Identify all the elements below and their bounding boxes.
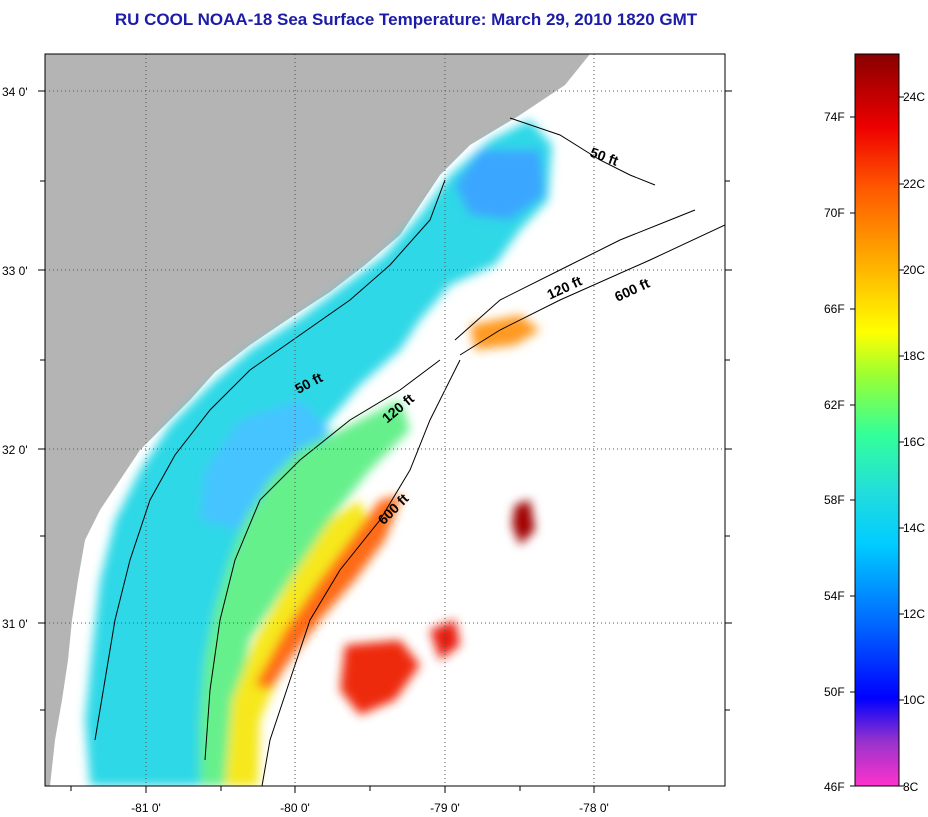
isobath-600ft	[261, 224, 725, 786]
colorbar-scale	[854, 53, 900, 787]
map-frame	[44, 53, 726, 787]
lon-label: -80 0'	[280, 801, 310, 815]
lat-label: 34 0'	[2, 85, 28, 99]
lat-label: 33 0'	[2, 264, 28, 278]
isobath-120ft	[204, 209, 696, 761]
lat-label: 32 0'	[2, 443, 28, 457]
sst-hot-eddy	[512, 500, 535, 545]
colorbar-label-c: 18C	[903, 349, 925, 363]
colorbar-label-f: 70F	[824, 206, 845, 220]
colorbar-label-f: 58F	[824, 493, 845, 507]
isobath-50ft	[94, 117, 656, 741]
lon-label: -78 0'	[579, 801, 609, 815]
colorbar-label-c: 14C	[903, 521, 925, 535]
colorbar-label-c: 24C	[903, 90, 925, 104]
colorbar-label-c: 20C	[903, 263, 925, 277]
colorbar-label-c: 12C	[903, 607, 925, 621]
graticule	[45, 54, 725, 786]
sst-coldest-core	[455, 150, 545, 220]
sst-warm-patch-2	[470, 315, 540, 350]
colorbar-label-c: 10C	[903, 693, 925, 707]
colorbar-label-f: 50F	[824, 685, 845, 699]
colorbar-label-f: 62F	[824, 398, 845, 412]
lat-label: 31 0'	[2, 617, 28, 631]
temperature-colorbar: 74F 70F 66F 62F 58F 54F 50F 46F 24C 22C …	[824, 53, 925, 794]
colorbar-label-c: 22C	[903, 177, 925, 191]
sst-green-band	[200, 400, 410, 786]
colorbar-label-f: 54F	[824, 589, 845, 603]
lon-label: -81 0'	[131, 801, 161, 815]
lon-label: -79 0'	[430, 801, 460, 815]
land-mass	[45, 54, 590, 786]
sst-map: 34 0' 33 0' 32 0' 31 0' -81 0' -80 0' -7…	[2, 53, 732, 815]
sst-warm-edge	[255, 495, 402, 690]
colorbar-label-f: 74F	[824, 110, 845, 124]
sst-cool-swath	[85, 120, 552, 786]
sst-warm-patch-3	[430, 620, 460, 660]
colorbar-label-c: 8C	[903, 780, 919, 794]
colorbar-label-f: 66F	[824, 302, 845, 316]
colorbar-label-c: 16C	[903, 435, 925, 449]
map-title: RU COOL NOAA-18 Sea Surface Temperature:…	[114, 10, 698, 29]
sst-warm-patch-1	[340, 640, 420, 715]
colorbar-label-f: 46F	[824, 780, 845, 794]
sst-mid-core	[200, 400, 330, 530]
axis-ticks	[38, 90, 732, 793]
